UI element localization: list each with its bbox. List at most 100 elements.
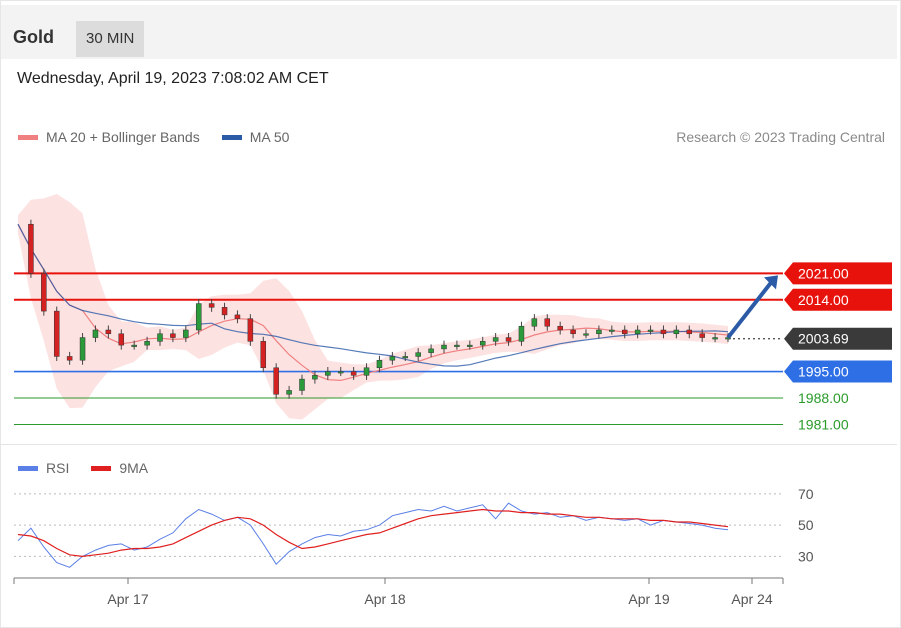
x-tick-label: Apr 19	[628, 591, 669, 607]
timeframe-badge[interactable]: 30 MIN	[76, 21, 145, 57]
x-tick-label: Apr 18	[364, 591, 405, 607]
candle-body	[428, 348, 434, 353]
candle-body	[621, 329, 628, 335]
candle-body	[208, 303, 215, 308]
candle-body	[492, 337, 499, 342]
legend-rsi-label: RSI	[46, 460, 70, 476]
candle-body	[79, 337, 86, 361]
legend-ma50-label: MA 50	[249, 129, 290, 145]
rsi-tick-label: 70	[798, 486, 814, 502]
candle-body	[389, 356, 396, 361]
candle-body	[260, 341, 267, 369]
candle-body	[170, 333, 176, 338]
candle-body	[273, 367, 279, 395]
candle-body	[337, 371, 344, 374]
legend-ma50-swatch	[221, 134, 242, 140]
x-tick-label: Apr 17	[107, 591, 148, 607]
candle-body	[505, 337, 512, 342]
rsi-tick-label: 50	[798, 517, 814, 533]
legend-ma20: MA 20 + Bollinger Bands	[18, 129, 200, 145]
candle-body	[66, 356, 73, 361]
candle-body	[544, 318, 551, 327]
candle-body	[53, 310, 60, 357]
candle-body	[376, 359, 383, 369]
candle-body	[92, 329, 99, 338]
legend-rsi-swatch	[18, 465, 38, 471]
candle-body	[325, 371, 331, 376]
candle-body	[363, 367, 370, 376]
candle-body	[712, 337, 718, 340]
candle-body	[531, 318, 538, 327]
legend-rsi-ma-label: 9MA	[119, 460, 149, 476]
candle-body	[221, 307, 228, 316]
candle-body	[673, 329, 680, 335]
candle-body	[28, 223, 34, 274]
legend-ma20-label: MA 20 + Bollinger Bands	[46, 129, 200, 145]
candle-body	[570, 329, 576, 335]
instrument-title: Gold	[13, 27, 54, 47]
candle-body	[299, 378, 305, 391]
x-tick-label: Apr 24	[731, 591, 772, 607]
candle-body	[415, 352, 421, 357]
level-tag-support_1	[784, 360, 892, 383]
candle-body	[660, 329, 667, 335]
candles	[28, 219, 731, 399]
candle-body	[183, 329, 189, 338]
candle-body	[312, 375, 318, 380]
rsi-ma-line	[17, 508, 729, 558]
candle-body	[402, 356, 409, 359]
legend-ma20-swatch	[18, 134, 38, 140]
candle-body	[479, 341, 486, 346]
rsi-line	[17, 502, 729, 568]
level-label-current_price: 2003.69	[798, 331, 849, 347]
candle-body	[41, 273, 47, 312]
candle-body	[634, 329, 641, 335]
candle-body	[131, 344, 137, 347]
candle-body	[286, 390, 292, 395]
candle-body	[557, 325, 563, 331]
candle-body	[686, 329, 693, 335]
level-label-resistance_2: 2021.00	[798, 265, 849, 281]
legend-rsi: RSI	[18, 460, 69, 476]
chart-datetime: Wednesday, April 19, 2023 7:08:02 AM CET	[17, 70, 329, 87]
level-tag-resistance_2	[784, 262, 892, 285]
candle-body	[596, 329, 602, 335]
candle-body	[454, 344, 460, 347]
candle-body	[234, 314, 241, 319]
candle-body	[144, 341, 150, 346]
bollinger-band	[18, 194, 728, 420]
candle-body	[609, 329, 615, 332]
level-label-support_2: 1988.00	[798, 390, 849, 406]
level-label-support_3: 1981.00	[798, 416, 849, 432]
chart-header: Gold 30 MIN	[1, 5, 897, 59]
candle-body	[467, 344, 473, 347]
level-label-support_1: 1995.00	[798, 364, 849, 380]
panel-separator	[1, 444, 897, 445]
credit-text: Research © 2023 Trading Central	[676, 129, 885, 145]
candle-body	[195, 303, 202, 331]
legend-rsi-ma: 9MA	[91, 460, 148, 476]
legend-ma50: MA 50	[221, 129, 290, 145]
candle-body	[350, 371, 357, 376]
rsi-legend: RSI 9MA	[18, 460, 170, 476]
legend-rsi-ma-swatch	[91, 465, 112, 471]
level-label-resistance_1: 2014.00	[798, 292, 849, 308]
candle-body	[518, 325, 525, 342]
candle-body	[583, 333, 589, 336]
forecast-arrow-shaft	[726, 280, 774, 339]
ma50-line	[17, 223, 729, 367]
candle-body	[699, 333, 705, 338]
candle-body	[247, 318, 254, 342]
level-tag-current_price	[784, 327, 892, 350]
candle-body	[118, 333, 125, 346]
candle-body	[647, 329, 654, 332]
candle-body	[441, 344, 447, 350]
forecast-arrow-head	[764, 275, 778, 290]
rsi-tick-label: 30	[798, 548, 814, 564]
price-legend: MA 20 + Bollinger Bands MA 50	[18, 129, 311, 145]
candle-body	[157, 333, 163, 342]
candle-body	[105, 329, 112, 335]
level-tag-resistance_1	[784, 288, 892, 311]
